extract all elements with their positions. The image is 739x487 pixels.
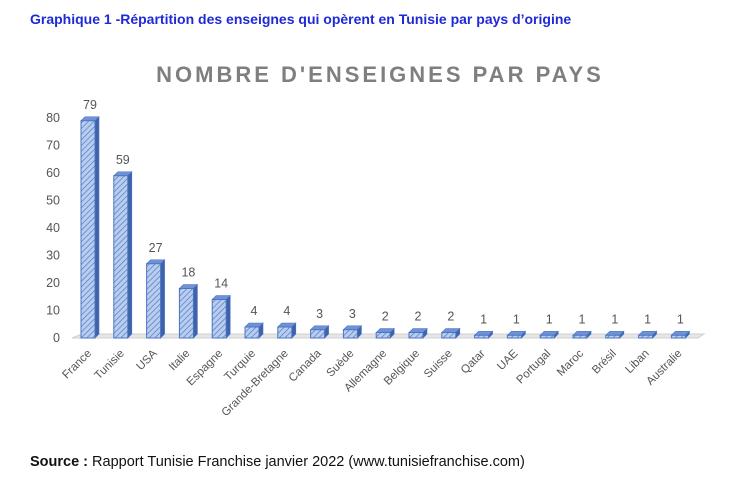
bar-front (113, 175, 129, 339)
x-tick-label: Italie (167, 348, 193, 374)
x-tick-label: Liban (623, 348, 651, 376)
bar: 2 (441, 310, 461, 339)
bar-side (127, 171, 133, 339)
bar: 3 (309, 307, 330, 339)
bar-front (539, 334, 555, 339)
bar: 1 (473, 312, 494, 339)
bar: 3 (342, 307, 363, 339)
x-tick-label: USA (135, 347, 160, 372)
bar-value-label: 27 (149, 241, 163, 255)
bar-front (146, 263, 162, 339)
x-tick-label: Brésil (590, 348, 619, 377)
chart-title: NOMBRE D'ENSEIGNES PAR PAYS (156, 62, 604, 87)
y-tick-label: 10 (46, 304, 60, 318)
bar-side (225, 294, 231, 339)
bar: 4 (244, 304, 264, 339)
bar: 4 (277, 304, 297, 339)
x-tick-label: Canada (287, 347, 324, 384)
x-tick-label: Suisse (422, 348, 455, 381)
bar-side (160, 259, 165, 339)
x-tick-label: Portugal (515, 348, 554, 387)
bar-front (408, 332, 424, 339)
bar-front (342, 329, 358, 339)
source-note: Source : Rapport Tunisie Franchise janvi… (30, 454, 525, 470)
y-tick-label: 50 (46, 194, 60, 208)
bar: 1 (605, 312, 625, 339)
bar-value-label: 3 (316, 307, 323, 321)
bar-front (310, 329, 326, 339)
y-tick-label: 40 (46, 221, 60, 235)
x-tick-label: Suède (325, 348, 357, 380)
bar-value-label: 1 (513, 312, 520, 326)
y-tick-label: 70 (46, 139, 60, 153)
x-tick-label: UAE (495, 347, 520, 372)
bar: 14 (211, 277, 231, 339)
bar-front (244, 326, 260, 339)
bar-front (178, 288, 194, 339)
bar: 27 (145, 241, 166, 339)
bar-value-label: 3 (349, 307, 356, 321)
bar-front (211, 299, 227, 339)
bar-value-label: 1 (644, 312, 651, 326)
x-tick-label: Tunisie (93, 348, 127, 382)
bar-value-label: 14 (214, 277, 228, 291)
bar-value-label: 59 (116, 153, 130, 167)
bar-front (572, 334, 588, 339)
bar: 1 (539, 312, 559, 339)
bar-front (441, 332, 457, 339)
x-tick-label: Espagne (185, 348, 226, 389)
bar-side (193, 283, 198, 339)
y-tick-label: 30 (46, 249, 60, 263)
bar: 1 (670, 312, 691, 339)
bar-value-label: 1 (611, 312, 618, 326)
y-tick-label: 80 (46, 111, 60, 125)
x-tick-label: Maroc (555, 347, 586, 378)
bar-value-label: 4 (283, 304, 290, 318)
bar: 59 (113, 153, 133, 339)
bar-value-label: 18 (181, 266, 195, 280)
bar: 79 (80, 98, 100, 339)
bar: 1 (506, 312, 527, 339)
bar-value-label: 1 (480, 312, 487, 326)
bar-value-label: 1 (546, 312, 553, 326)
bar: 2 (408, 310, 428, 339)
bar-value-label: 1 (579, 312, 586, 326)
bar-front (474, 334, 490, 339)
bar-front (605, 334, 621, 339)
bar-value-label: 2 (382, 310, 389, 324)
bar-front (375, 332, 391, 339)
y-tick-label: 20 (46, 276, 60, 290)
bar-value-label: 1 (677, 312, 684, 326)
x-tick-label: Qatar (459, 348, 488, 377)
bar-side (94, 116, 100, 339)
x-tick-label: France (60, 348, 94, 382)
bar-front (277, 326, 293, 339)
y-tick-label: 0 (53, 331, 60, 345)
bar: 2 (375, 310, 395, 339)
bar-value-label: 4 (251, 304, 258, 318)
bar: 1 (637, 312, 658, 339)
y-axis: 0 10 20 30 40 50 60 70 80 (46, 111, 60, 345)
source-text: Rapport Tunisie Franchise janvier 2022 (… (88, 454, 525, 470)
bar-front (506, 334, 522, 339)
bar-value-label: 79 (83, 98, 97, 112)
y-tick-label: 60 (46, 166, 60, 180)
bars-group: 79 59 27 18 14 4 4 3 3 2 2 2 1 1 1 1 1 1 1 (80, 98, 691, 339)
figure-caption: Graphique 1 -Répartition des enseignes q… (30, 11, 572, 27)
source-label: Source : (30, 454, 89, 470)
x-tick-label: Australie (644, 348, 684, 388)
bar-chart: NOMBRE D'ENSEIGNES PAR PAYS 0 10 20 30 40 50 6… (46, 62, 706, 419)
bar-value-label: 2 (447, 310, 454, 324)
bar-front (638, 334, 654, 339)
bar: 1 (572, 312, 592, 339)
bar-value-label: 2 (415, 310, 422, 324)
bar: 18 (178, 266, 199, 339)
bar-front (80, 120, 96, 339)
bar-front (670, 334, 686, 339)
x-tick-label: Belgique (382, 348, 422, 388)
